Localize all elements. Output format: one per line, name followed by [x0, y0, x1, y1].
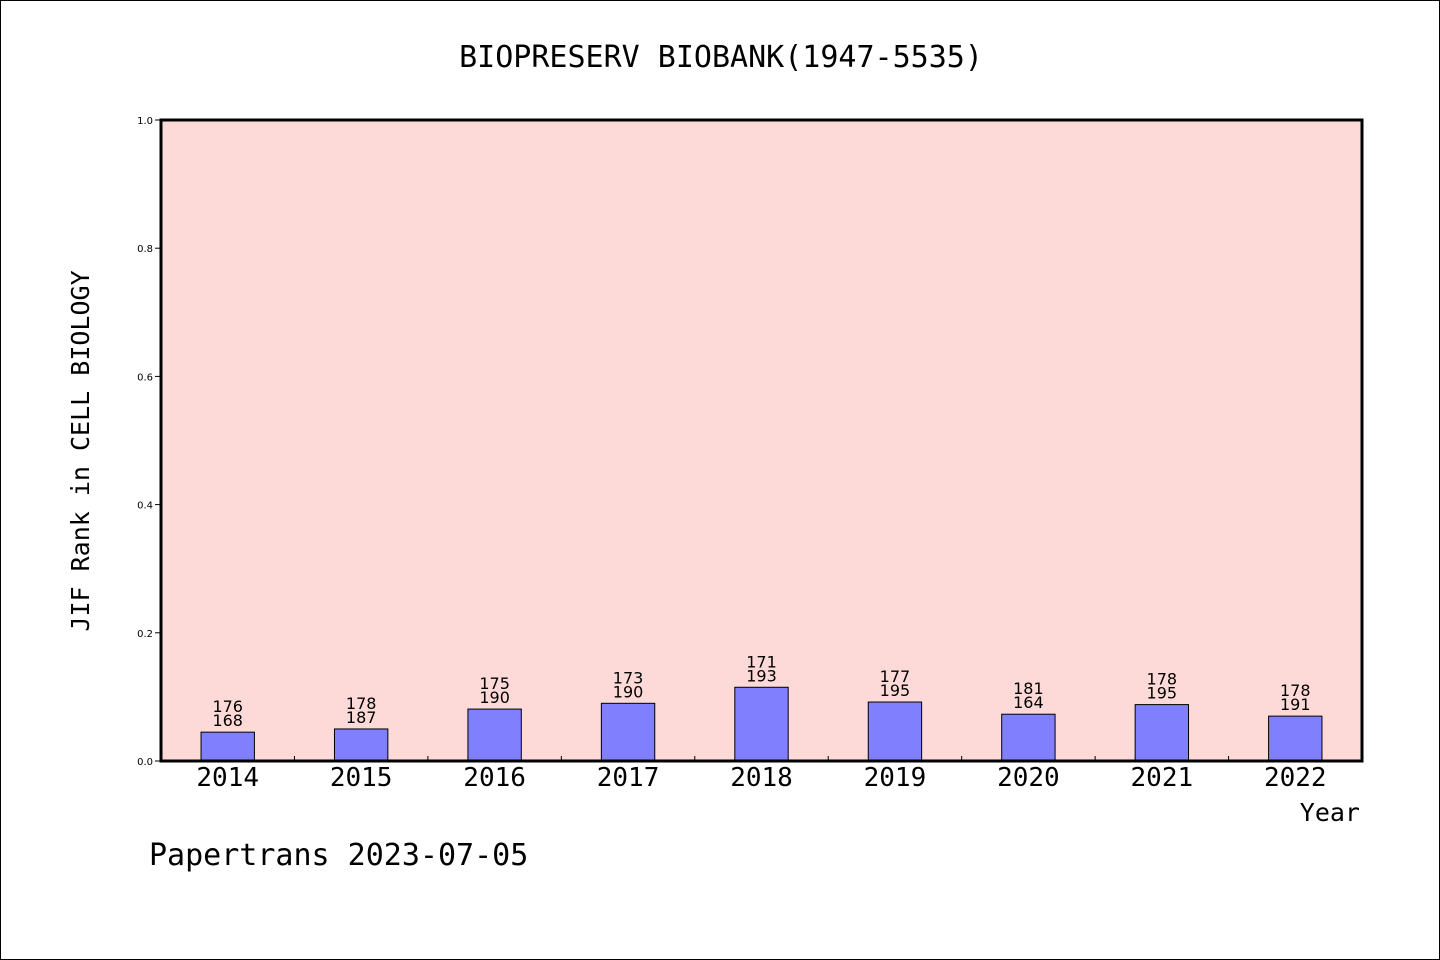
bar-label-top: 176	[212, 697, 243, 716]
bar-label-top: 178	[346, 694, 377, 713]
bar-label-top: 173	[613, 668, 644, 687]
x-tick-label: 2022	[1264, 763, 1327, 793]
bar	[734, 686, 789, 762]
bar-label-bottom: 168	[212, 711, 243, 730]
bar-label-top: 178	[1280, 681, 1311, 700]
y-axis: 0.0 0.2 0.4 0.6 0.8 1.0	[137, 116, 161, 768]
footer-credit: Papertrans 2023-07-05	[149, 838, 528, 873]
x-tick-label: 2018	[730, 763, 793, 793]
bar-label-bottom: 191	[1280, 695, 1311, 714]
x-axis-label: Year	[1300, 798, 1360, 827]
bar-label-bottom: 164	[1013, 693, 1044, 712]
bar	[1134, 704, 1190, 762]
bar	[1001, 713, 1056, 762]
bar-label-top: 175	[479, 674, 510, 693]
bar	[1268, 715, 1323, 762]
bar	[600, 702, 656, 762]
y-tick-label: 0.4	[137, 501, 153, 512]
bar-label-top: 181	[1013, 679, 1044, 698]
bar-label-bottom: 190	[479, 688, 510, 707]
x-tick-label: 2019	[864, 763, 927, 793]
bar-label-top: 177	[880, 667, 911, 686]
y-tick-label: 0.0	[137, 757, 153, 768]
x-tick-label: 2016	[463, 763, 526, 793]
x-tick-label: 2017	[597, 763, 660, 793]
x-tick-label: 2015	[330, 763, 393, 793]
y-tick-label: 0.8	[137, 244, 153, 255]
x-axis: 2014 2015 2016 2017 2018 2019 2020 2021 2022	[196, 756, 1327, 793]
bar-label-bottom: 193	[746, 666, 777, 685]
bar-label-bottom: 187	[346, 708, 377, 727]
bar	[200, 731, 255, 762]
x-tick-label: 2014	[196, 763, 259, 793]
bar-label-bottom: 195	[1147, 684, 1178, 703]
plot-frame	[159, 118, 1364, 763]
bar-label-bottom: 190	[613, 682, 644, 701]
bar	[467, 708, 522, 762]
plot-area	[161, 120, 1362, 761]
chart-title: BIOPRESERV BIOBANK(1947-5535)	[459, 40, 983, 75]
bar	[333, 728, 389, 762]
y-tick-label: 0.6	[137, 372, 153, 383]
bar-label-top: 171	[746, 652, 777, 671]
bar-label-bottom: 195	[880, 681, 911, 700]
x-tick-label: 2021	[1131, 763, 1194, 793]
bar	[867, 701, 923, 762]
x-tick-label: 2020	[997, 763, 1060, 793]
y-tick-label: 0.2	[137, 629, 153, 640]
bar-label-top: 178	[1147, 670, 1178, 689]
y-axis-label: JIF Rank in CELL BIOLOGY	[66, 270, 95, 631]
y-tick-label: 1.0	[137, 116, 153, 127]
